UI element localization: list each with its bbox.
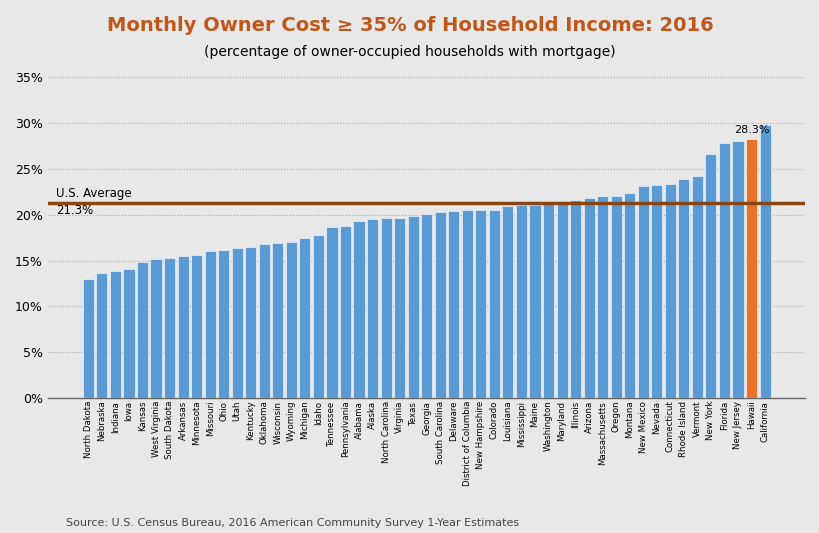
Bar: [542, 203, 554, 398]
Bar: [664, 184, 675, 398]
Bar: [191, 255, 202, 398]
Bar: [731, 141, 743, 398]
Bar: [745, 139, 756, 398]
Bar: [313, 235, 324, 398]
Bar: [245, 247, 256, 398]
Bar: [623, 193, 635, 398]
Text: (percentage of owner-occupied households with mortgage): (percentage of owner-occupied households…: [204, 45, 615, 59]
Bar: [718, 143, 729, 398]
Bar: [650, 184, 662, 398]
Text: 28.3%: 28.3%: [733, 125, 768, 135]
Bar: [569, 200, 581, 398]
Bar: [218, 249, 229, 398]
Bar: [259, 244, 269, 398]
Text: 21.3%: 21.3%: [56, 204, 93, 216]
Bar: [299, 238, 310, 398]
Bar: [394, 217, 405, 398]
Bar: [340, 226, 351, 398]
Bar: [677, 179, 689, 398]
Bar: [758, 125, 770, 398]
Bar: [529, 205, 540, 398]
Bar: [137, 262, 148, 398]
Bar: [353, 221, 364, 398]
Bar: [380, 219, 391, 398]
Bar: [407, 216, 419, 398]
Bar: [610, 196, 621, 398]
Bar: [515, 205, 527, 398]
Bar: [83, 279, 94, 398]
Bar: [164, 258, 175, 398]
Bar: [178, 256, 188, 398]
Bar: [205, 252, 215, 398]
Bar: [448, 211, 459, 398]
Text: Source: U.S. Census Bureau, 2016 American Community Survey 1-Year Estimates: Source: U.S. Census Bureau, 2016 America…: [66, 518, 518, 528]
Bar: [286, 242, 296, 398]
Bar: [461, 210, 473, 398]
Bar: [502, 206, 513, 398]
Bar: [475, 210, 486, 398]
Bar: [97, 273, 107, 398]
Bar: [421, 214, 432, 398]
Bar: [272, 243, 283, 398]
Bar: [232, 248, 242, 398]
Bar: [151, 259, 161, 398]
Bar: [583, 198, 594, 398]
Bar: [124, 269, 134, 398]
Bar: [704, 155, 716, 398]
Bar: [367, 220, 378, 398]
Text: U.S. Average: U.S. Average: [56, 187, 132, 200]
Text: Monthly Owner Cost ≥ 35% of Household Income: 2016: Monthly Owner Cost ≥ 35% of Household In…: [106, 16, 713, 35]
Bar: [596, 197, 608, 398]
Bar: [637, 187, 648, 398]
Bar: [556, 201, 567, 398]
Bar: [110, 271, 121, 398]
Bar: [434, 212, 446, 398]
Bar: [691, 176, 702, 398]
Bar: [488, 210, 500, 398]
Bar: [326, 227, 337, 398]
